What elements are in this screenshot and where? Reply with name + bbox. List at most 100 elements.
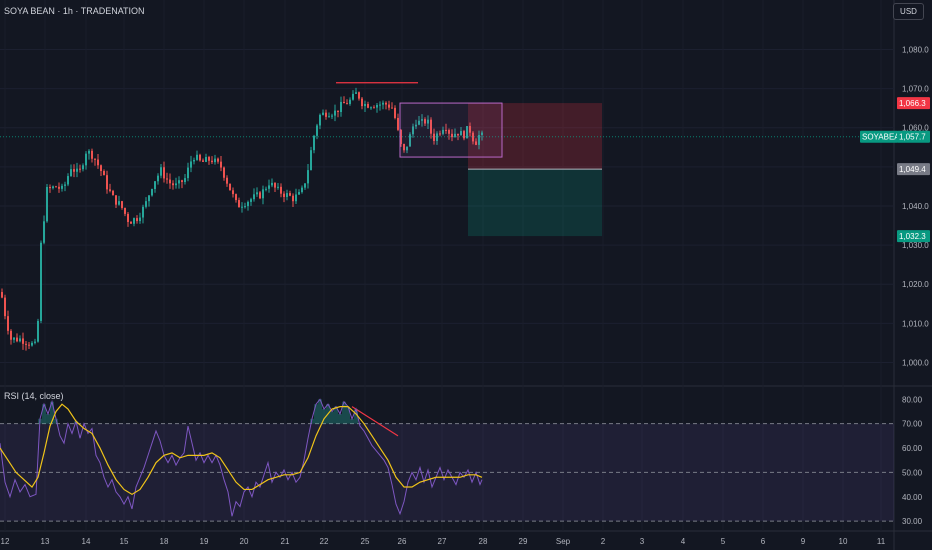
rsi-divergence-line	[351, 406, 399, 437]
candle-body	[373, 107, 375, 109]
candle-body	[124, 207, 126, 214]
axis-layer[interactable]: 1,000.01,010.01,020.01,030.01,040.01,050…	[1, 45, 930, 546]
candle-body	[388, 104, 390, 108]
candle-body	[97, 159, 99, 166]
price-tag-label: 1,057.7	[899, 133, 926, 142]
candle-body	[436, 133, 438, 141]
time-tick-label: 26	[398, 537, 407, 546]
candle-body	[190, 161, 192, 168]
candle-body	[79, 168, 81, 170]
candle-body	[358, 92, 360, 99]
price-tag	[897, 130, 930, 143]
price-tag-label: 1,032.3	[899, 232, 926, 241]
candle-body	[40, 242, 42, 321]
candle-body	[331, 115, 333, 117]
candle-body	[148, 195, 150, 202]
candle-body	[430, 119, 432, 134]
candle-body	[73, 169, 75, 172]
candle-body	[214, 158, 216, 163]
candle-body	[19, 338, 21, 342]
candle-body	[301, 187, 303, 193]
candle-body	[205, 157, 207, 162]
candle-body	[28, 344, 30, 346]
candle-body	[262, 189, 264, 199]
candle-body	[13, 337, 15, 340]
candle-body	[457, 133, 459, 136]
candle-body	[136, 218, 138, 222]
time-tick-label: 27	[438, 537, 447, 546]
time-tick-label: 12	[1, 537, 10, 546]
rsi-ma-line	[0, 403, 483, 496]
time-tick-label: 25	[361, 537, 370, 546]
price-tick-label: 1,080.0	[902, 45, 929, 54]
candle-body	[154, 181, 156, 190]
candle-body	[193, 159, 195, 162]
candle-body	[382, 102, 384, 105]
candle-body	[109, 189, 111, 191]
time-tick-label: 4	[681, 537, 686, 546]
price-tag	[897, 230, 930, 243]
currency-button[interactable]: USD	[893, 3, 924, 20]
candle-body	[37, 320, 39, 342]
candle-body	[247, 201, 249, 207]
candle-body	[25, 343, 27, 345]
rsi-tick-label: 60.00	[902, 444, 923, 453]
candle-body	[22, 338, 24, 344]
candle-body	[166, 178, 168, 180]
candle-body	[46, 187, 48, 222]
candle-body	[202, 160, 204, 162]
candle-body	[241, 206, 243, 208]
candle-body	[274, 182, 276, 188]
candle-body	[277, 186, 279, 188]
take-profit-zone	[468, 169, 602, 237]
candle-body	[355, 92, 357, 94]
candle-body	[196, 154, 198, 160]
candle-body	[427, 119, 429, 124]
price-tag-label: 1,066.3	[899, 99, 926, 108]
time-tick-label: 22	[320, 537, 329, 546]
time-tick-label: 9	[801, 537, 806, 546]
candle-body	[139, 217, 141, 222]
candle-body	[127, 213, 129, 222]
candle-body	[175, 183, 177, 186]
candle-body	[160, 167, 162, 176]
candle-body	[400, 129, 402, 145]
annotation-layer[interactable]	[336, 82, 503, 437]
candle-body	[424, 119, 426, 124]
candle-body	[67, 176, 69, 185]
candle-body	[352, 93, 354, 100]
candle-body	[103, 171, 105, 176]
price-tag	[860, 130, 898, 143]
candle-body	[475, 141, 477, 145]
candle-body	[208, 157, 210, 161]
candle-body	[226, 177, 228, 184]
candle-body	[64, 184, 66, 186]
candle-body	[130, 221, 132, 224]
candle-body	[187, 167, 189, 179]
candle-body	[85, 153, 87, 166]
price-tick-label: 1,020.0	[902, 280, 929, 289]
candle-body	[307, 170, 309, 184]
candle-body	[421, 119, 423, 121]
candle-body	[460, 131, 462, 136]
candle-body	[178, 180, 180, 184]
candle-body	[43, 221, 45, 243]
rsi-tick-label: 30.00	[902, 517, 923, 526]
time-tick-label: 14	[82, 537, 91, 546]
price-tick-label: 1,010.0	[902, 319, 929, 328]
candle-body	[451, 133, 453, 138]
candle-body	[466, 126, 468, 139]
time-tick-label: 5	[721, 537, 726, 546]
candle-body	[415, 124, 417, 127]
candle-body	[58, 186, 60, 189]
position-layer[interactable]	[468, 103, 602, 237]
candle-body	[181, 180, 183, 183]
candle-body	[115, 195, 117, 205]
candle-body	[217, 158, 219, 162]
time-tick-label: 11	[877, 537, 886, 546]
candle-body	[367, 103, 369, 108]
candle-body	[1, 292, 3, 298]
price-tag-label: 1,049.4	[899, 165, 926, 174]
price-tag	[897, 97, 930, 110]
time-tick-label: 29	[519, 537, 528, 546]
